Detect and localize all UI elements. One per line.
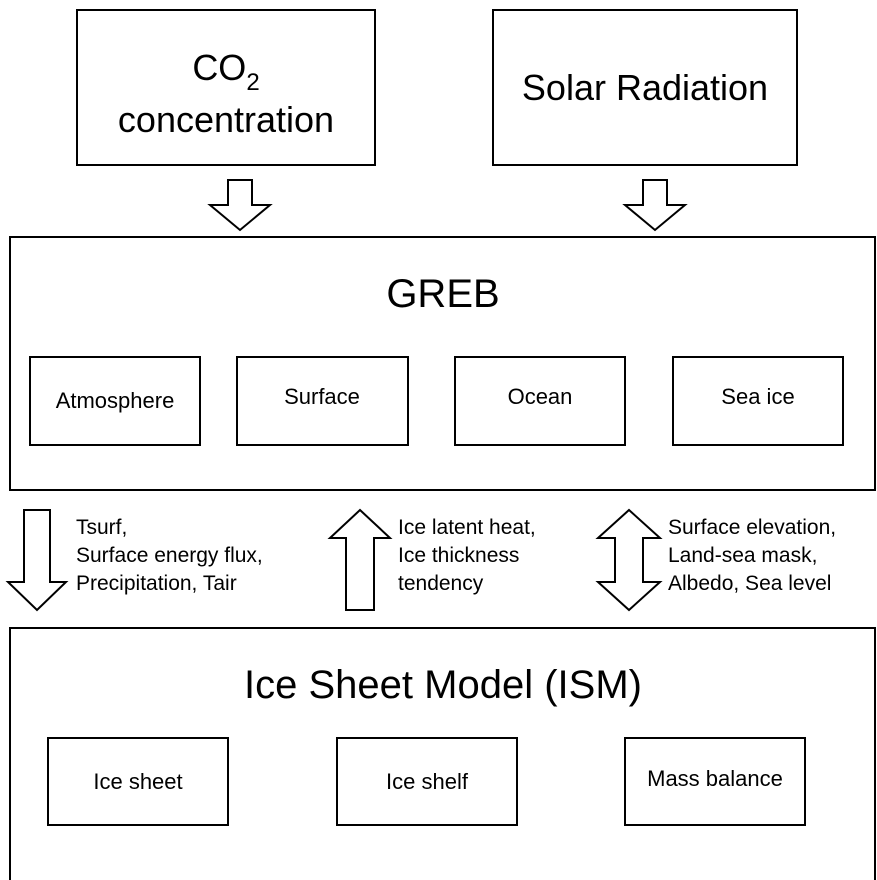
component-label: Ocean xyxy=(508,384,573,409)
coupling-line: tendency xyxy=(398,572,484,595)
coupling-line: Tsurf, xyxy=(76,516,127,539)
coupling-line: Albedo, Sea level xyxy=(668,572,831,595)
arrow-double xyxy=(595,508,663,612)
co2-label-line2: concentration xyxy=(118,99,334,140)
component-box xyxy=(29,356,201,446)
arrow-down xyxy=(622,179,688,232)
component-box xyxy=(47,737,229,826)
arrow-down xyxy=(5,509,69,612)
ism-title: Ice Sheet Model (ISM) xyxy=(244,663,642,707)
component-label: Mass balance xyxy=(647,766,783,791)
component-label: Atmosphere xyxy=(56,388,175,413)
co2-subscript: 2 xyxy=(246,69,259,96)
coupling-line: Precipitation, Tair xyxy=(76,572,237,595)
component-label: Sea ice xyxy=(721,384,794,409)
arrow-up xyxy=(327,508,393,611)
component-box xyxy=(236,356,409,446)
component-box xyxy=(624,737,806,826)
co2-label: CO2 xyxy=(192,47,259,96)
arrow-down xyxy=(207,179,273,232)
greb-title: GREB xyxy=(386,272,499,316)
component-label: Ice shelf xyxy=(386,769,469,794)
coupling-line: Surface elevation, xyxy=(668,516,836,539)
co2-text: CO xyxy=(192,47,246,88)
component-box xyxy=(672,356,844,446)
coupling-text: Tsurf, Surface energy flux, Precipitatio… xyxy=(76,516,836,595)
coupling-line: Surface energy flux, xyxy=(76,544,263,567)
solar-box xyxy=(492,9,798,166)
component-label: Surface xyxy=(284,384,360,409)
coupling-line: Land-sea mask, xyxy=(668,544,817,567)
coupling-line: Ice latent heat, xyxy=(398,516,536,539)
component-label: Ice sheet xyxy=(93,769,182,794)
coupling-line: Ice thickness xyxy=(398,544,519,567)
co2-box xyxy=(76,9,376,166)
component-box xyxy=(336,737,518,826)
solar-label: Solar Radiation xyxy=(522,67,768,108)
component-box xyxy=(454,356,626,446)
